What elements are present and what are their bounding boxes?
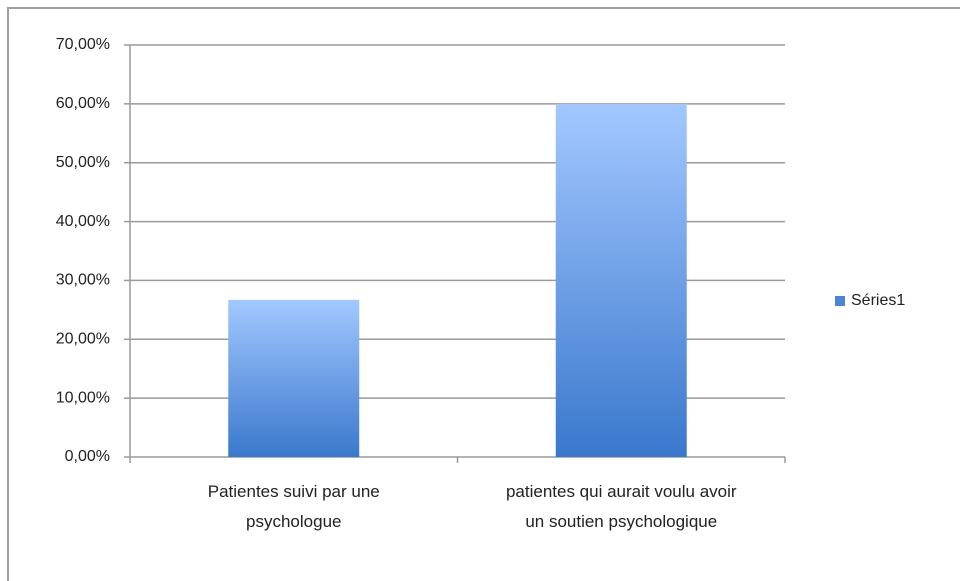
legend-swatch — [835, 296, 845, 306]
y-tick-label: 30,00% — [56, 272, 110, 289]
y-tick-label: 0,00% — [65, 448, 110, 465]
y-tick-label: 10,00% — [56, 389, 110, 406]
y-tick-label: 50,00% — [56, 154, 110, 171]
bar — [555, 103, 687, 457]
y-tick-label: 40,00% — [56, 213, 110, 230]
y-tick-label: 70,00% — [56, 36, 110, 53]
frame — [7, 7, 960, 581]
x-tick-label: Patientes suivi par une psychologue — [207, 482, 380, 531]
y-tick-label: 20,00% — [56, 331, 110, 348]
y-tick-label: 60,00% — [56, 95, 110, 112]
bar — [228, 299, 360, 457]
legend-label: Séries1 — [851, 292, 905, 309]
x-tick-label: patientes qui aurait voulu avoir un sout… — [505, 482, 737, 531]
